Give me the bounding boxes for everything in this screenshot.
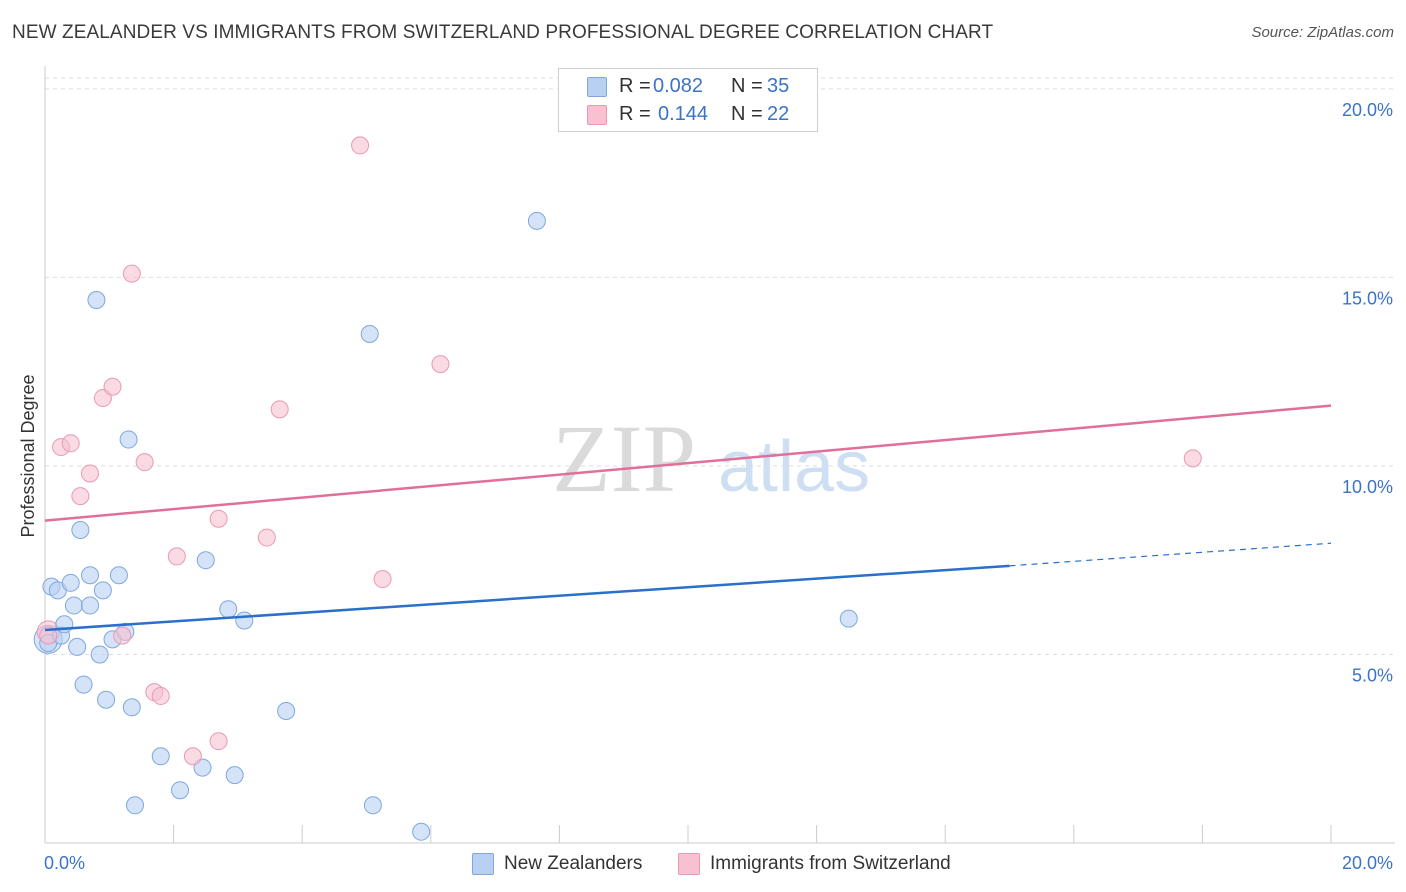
bottom-legend-label-new-zealanders: New Zealanders xyxy=(504,853,643,874)
new-zealanders-point xyxy=(363,796,382,815)
immigrants-switzerland-point xyxy=(431,355,450,374)
immigrants-switzerland-point xyxy=(373,570,392,589)
immigrants-switzerland-point xyxy=(270,400,289,419)
new-zealanders-point xyxy=(122,698,141,717)
immigrants-switzerland-point xyxy=(61,434,80,453)
bottom-legend-label-immigrants-switzerland: Immigrants from Switzerland xyxy=(710,853,951,874)
immigrants-switzerland-point xyxy=(209,509,228,528)
immigrants-switzerland-trend-line xyxy=(44,404,1332,522)
chart-title: NEW ZEALANDER VS IMMIGRANTS FROM SWITZER… xyxy=(12,22,994,43)
legend: R = 0.082 N = 35 R = 0.144 N = 22 xyxy=(558,68,818,132)
immigrants-switzerland-point xyxy=(39,626,58,645)
immigrants-switzerland-point xyxy=(167,547,186,566)
legend-swatch-blue xyxy=(587,77,607,97)
new-zealanders-point xyxy=(74,675,93,694)
new-zealanders-point xyxy=(151,747,170,766)
bottom-legend-swatch-pink xyxy=(678,853,700,875)
legend-r-label: R = xyxy=(619,102,651,125)
legend-n-value: 35 xyxy=(767,74,790,97)
new-zealanders-trend-extension xyxy=(1009,542,1332,567)
legend-swatch-pink xyxy=(587,105,607,125)
new-zealanders-point xyxy=(68,637,87,656)
trend-lines xyxy=(44,404,1332,632)
bottom-legend-swatch-blue xyxy=(472,853,494,875)
tick-labels: 5.0% 10.0% 15.0% 20.0% 0.0% 20.0% xyxy=(44,100,1393,873)
source-label: Source: ZipAtlas.com xyxy=(1251,24,1394,41)
new-zealanders-point xyxy=(61,573,80,592)
immigrants-switzerland-point xyxy=(151,686,170,705)
immigrants-switzerland-point xyxy=(351,136,370,155)
new-zealanders-point xyxy=(412,822,431,841)
new-zealanders-point xyxy=(527,211,546,230)
x-tick-label: 0.0% xyxy=(44,853,85,873)
immigrants-switzerland-point xyxy=(81,464,100,483)
watermark-zip: ZIP xyxy=(552,405,696,512)
legend-n-value: 22 xyxy=(767,102,790,125)
new-zealanders-point xyxy=(90,645,109,664)
new-zealanders-point xyxy=(171,781,190,800)
y-axis-label: Professional Degree xyxy=(18,374,38,537)
immigrants-switzerland-point xyxy=(135,453,154,472)
legend-n-label: N = xyxy=(731,102,763,125)
legend-r-value: 0.144 xyxy=(658,102,709,125)
new-zealanders-point xyxy=(235,611,254,630)
y-tick-label: 10.0% xyxy=(1342,477,1393,497)
new-zealanders-point xyxy=(196,551,215,570)
immigrants-switzerland-point xyxy=(183,747,202,766)
new-zealanders-point xyxy=(126,796,145,815)
grid-lines xyxy=(45,77,1395,655)
y-tick-label: 15.0% xyxy=(1342,288,1393,308)
bottom-legend-immigrants-switzerland: Immigrants from Switzerland xyxy=(678,852,951,876)
y-tick-label: 20.0% xyxy=(1342,100,1393,120)
new-zealanders-point xyxy=(81,596,100,615)
new-zealanders-point xyxy=(81,566,100,585)
new-zealanders-point xyxy=(360,324,379,343)
immigrants-switzerland-point xyxy=(122,264,141,283)
new-zealanders-point xyxy=(93,581,112,600)
immigrants-switzerland-point xyxy=(257,528,276,547)
legend-r-label: R = xyxy=(619,74,651,97)
new-zealanders-point xyxy=(839,609,858,628)
legend-r-value: 0.082 xyxy=(653,74,704,97)
watermark-atlas: atlas xyxy=(718,427,870,507)
new-zealanders-point xyxy=(109,566,128,585)
new-zealanders-trend-line xyxy=(44,564,1010,632)
immigrants-switzerland-point xyxy=(113,626,132,645)
y-tick-label: 5.0% xyxy=(1352,665,1393,685)
new-zealanders-point xyxy=(64,596,83,615)
axes xyxy=(44,66,1395,844)
immigrants-switzerland-point xyxy=(103,377,122,396)
new-zealanders-point xyxy=(97,690,116,709)
new-zealanders-point xyxy=(71,521,90,540)
new-zealanders-point xyxy=(87,291,106,310)
immigrants-switzerland-point xyxy=(209,732,228,751)
new-zealanders-point xyxy=(219,600,238,619)
immigrants-switzerland-point xyxy=(1183,449,1202,468)
watermark: ZIP atlas xyxy=(552,405,870,512)
x-tick-label: 20.0% xyxy=(1342,853,1393,873)
new-zealanders-point xyxy=(277,702,296,721)
legend-n-label: N = xyxy=(731,74,763,97)
immigrants-switzerland-point xyxy=(71,487,90,506)
new-zealanders-point xyxy=(225,766,244,785)
bottom-legend-new-zealanders: New Zealanders xyxy=(472,852,642,876)
new-zealanders-point xyxy=(119,430,138,449)
